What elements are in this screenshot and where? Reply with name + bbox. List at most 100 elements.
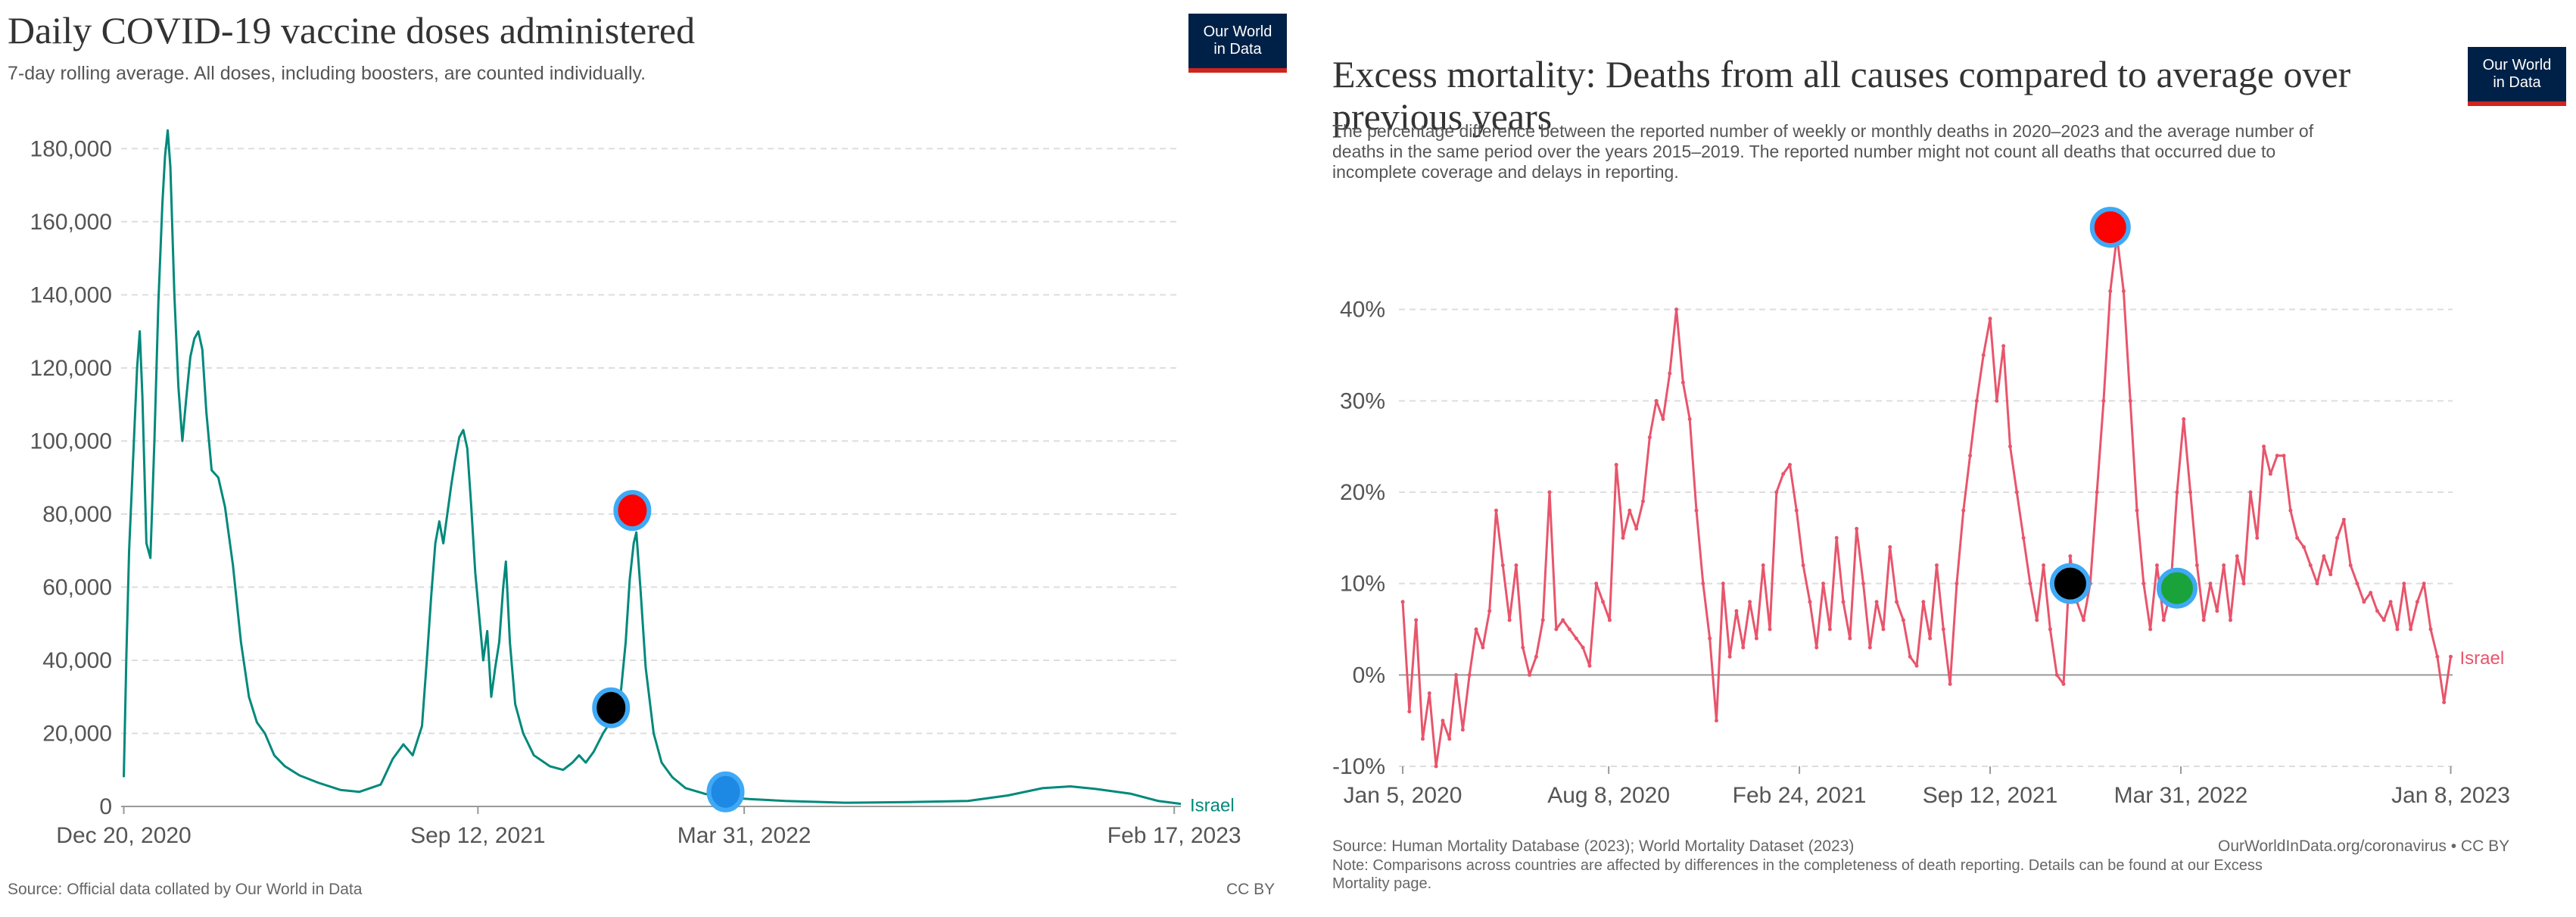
series-end-label: Israel	[1190, 796, 1235, 816]
highlight-marker-red	[2089, 207, 2131, 248]
data-point	[2341, 517, 2346, 522]
x-tick-label: Jan 8, 2023	[2391, 783, 2510, 808]
data-point	[2288, 508, 2293, 513]
x-tick-label: Aug 8, 2020	[1547, 783, 1670, 808]
data-point	[2161, 618, 2166, 622]
data-point	[2194, 563, 2199, 568]
data-point	[1808, 600, 1812, 604]
data-point	[1981, 353, 1986, 357]
data-point	[1454, 672, 1459, 677]
data-point	[2222, 563, 2226, 568]
x-tick-label: Sep 12, 2021	[410, 823, 546, 848]
data-point	[1640, 499, 1645, 504]
data-point	[2182, 416, 2186, 421]
data-point	[1567, 627, 1571, 632]
data-point	[2001, 344, 2006, 348]
data-point	[1528, 672, 1532, 677]
data-point	[2035, 618, 2039, 622]
data-point	[1908, 654, 1912, 659]
data-point	[2255, 535, 2260, 540]
data-point	[1414, 618, 1419, 622]
data-point	[2175, 490, 2179, 494]
x-tick-label: Jan 5, 2020	[1344, 783, 1462, 808]
data-point	[1467, 672, 1472, 677]
data-point	[1895, 600, 1899, 604]
data-point	[2328, 572, 2333, 577]
data-point	[2308, 563, 2313, 568]
chart-source: Source: Human Mortality Database (2023);…	[1332, 837, 1855, 855]
data-point	[2435, 654, 2440, 659]
data-point	[2014, 490, 2019, 494]
data-point	[2362, 600, 2366, 604]
x-tick-label: Mar 31, 2022	[2114, 783, 2248, 808]
data-point	[1487, 609, 1492, 613]
data-point	[1694, 508, 1699, 513]
owid-logo[interactable]: Our World in Data	[1188, 14, 1287, 73]
data-point	[1441, 719, 1445, 723]
data-point	[1721, 582, 1725, 586]
data-point	[1407, 710, 1412, 714]
data-point	[2301, 544, 2306, 549]
data-point	[1447, 737, 1452, 741]
x-tick-label: Dec 20, 2020	[56, 823, 191, 848]
data-point	[2128, 398, 2132, 403]
data-point	[1768, 627, 1772, 632]
data-point	[1867, 645, 1872, 650]
data-point	[2402, 582, 2406, 586]
data-point	[1934, 563, 1939, 568]
owid-logo[interactable]: Our World in Data	[2468, 47, 2566, 106]
data-point	[2428, 627, 2433, 632]
x-tick-label: Feb 24, 2021	[1733, 783, 1867, 808]
data-point	[1400, 600, 1405, 604]
data-point	[2141, 582, 2146, 586]
chart-license[interactable]: CC BY	[1226, 881, 1276, 898]
data-point	[1534, 654, 1538, 659]
x-tick-label: Mar 31, 2022	[677, 823, 811, 848]
data-point	[2228, 618, 2232, 622]
y-tick-label: 100,000	[30, 429, 112, 454]
data-point	[2369, 591, 2373, 595]
data-point	[1514, 563, 1519, 568]
data-point	[1647, 435, 1652, 440]
data-point	[1961, 508, 1966, 513]
logo-line-1: Our World	[2482, 57, 2552, 73]
data-point	[1727, 654, 1732, 659]
data-point	[2108, 289, 2113, 294]
chart-title-line-1: Excess mortality: Deaths from all causes…	[1332, 53, 2351, 95]
chart-license[interactable]: OurWorldInData.org/coronavirus • CC BY	[2218, 837, 2510, 855]
logo-line-1: Our World	[1203, 23, 1272, 40]
data-point	[1955, 582, 1959, 586]
data-point	[1680, 380, 1685, 385]
data-point	[2042, 563, 2046, 568]
data-point	[2268, 472, 2272, 476]
data-point	[1661, 416, 1665, 421]
data-point	[1888, 544, 1892, 549]
y-tick-label: 30%	[1340, 388, 1385, 413]
data-point	[2275, 454, 2279, 458]
data-point	[1941, 627, 1945, 632]
y-tick-label: 180,000	[30, 136, 112, 161]
chart-title: Excess mortality: Deaths from all causes…	[1332, 53, 2350, 138]
data-point	[2101, 398, 2106, 403]
data-point	[1774, 490, 1779, 494]
data-point	[2154, 563, 2159, 568]
highlight-marker-green	[2156, 567, 2198, 609]
chart-note-line-2: Mortality page.	[1332, 875, 1432, 892]
data-point	[2048, 627, 2052, 632]
data-point	[2315, 582, 2319, 586]
excess-mortality-line-chart: -10% 0% 10% 20% 30% 40% Jan 5, 2020 Aug 8, 2020…	[1332, 207, 2510, 808]
data-point	[1861, 582, 1865, 586]
data-point	[1561, 618, 1565, 622]
chart-title-line-2: previous years	[1332, 95, 1553, 138]
data-point	[1687, 416, 1692, 421]
data-point	[2135, 508, 2139, 513]
data-point	[1741, 645, 1746, 650]
vaccine-chart-panel: Daily COVID-19 vaccine doses administere…	[0, 0, 1287, 917]
data-point	[1634, 526, 1639, 531]
data-point	[2395, 627, 2400, 632]
data-point	[1968, 454, 1973, 458]
data-point	[1621, 535, 1625, 540]
logo-line-2: in Data	[1213, 41, 1262, 58]
data-point	[1594, 582, 1599, 586]
data-point	[2061, 682, 2066, 686]
